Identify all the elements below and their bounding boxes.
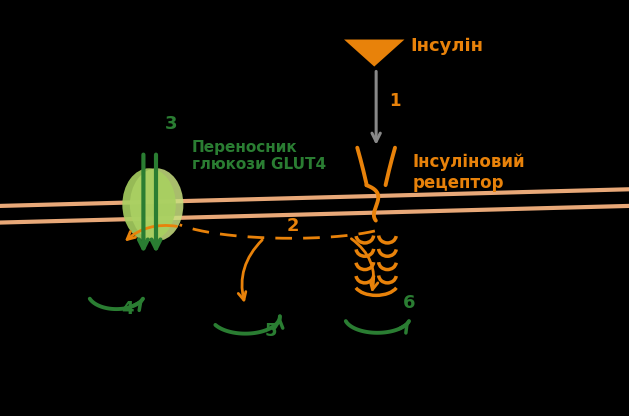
- Text: Інсулін: Інсулін: [411, 37, 484, 55]
- Text: 3: 3: [165, 115, 177, 133]
- Text: 4: 4: [121, 300, 133, 318]
- Text: 2: 2: [286, 217, 299, 235]
- Ellipse shape: [122, 168, 175, 241]
- Text: 1: 1: [389, 92, 400, 110]
- Text: 6: 6: [403, 294, 416, 312]
- Ellipse shape: [130, 168, 184, 241]
- Polygon shape: [344, 40, 404, 67]
- Text: Переносник
глюкози GLUT4: Переносник глюкози GLUT4: [192, 140, 326, 172]
- Text: 5: 5: [264, 322, 277, 340]
- Text: Інсуліновий
рецептор: Інсуліновий рецептор: [413, 153, 525, 192]
